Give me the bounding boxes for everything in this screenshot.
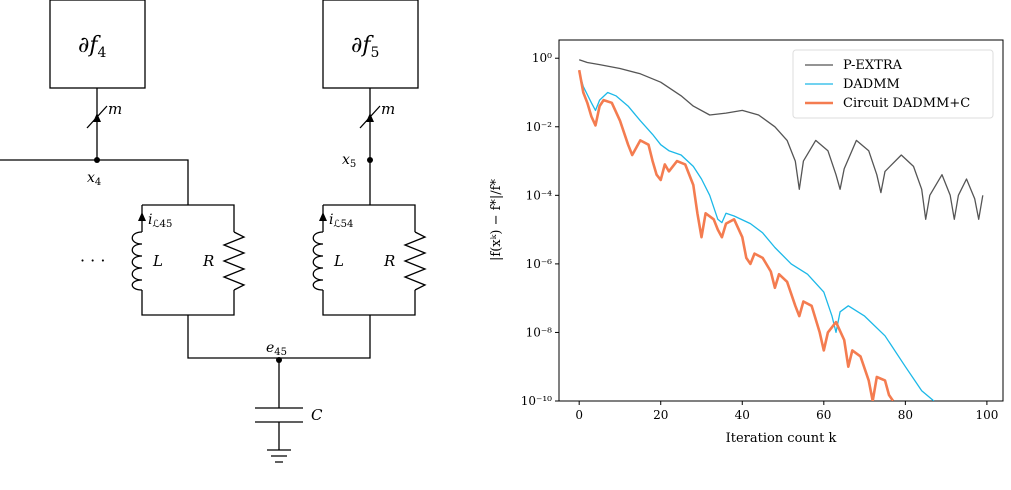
y-tick-label: 10⁰ [532, 51, 552, 65]
label: L [333, 252, 344, 270]
x-tick-label: 0 [575, 408, 583, 422]
label-sub: 5 [350, 159, 356, 170]
y-tick-label: 10⁻⁶ [526, 257, 553, 271]
label: iℒ45 [148, 212, 172, 230]
label: iℒ54 [329, 212, 353, 230]
x-tick-label: 60 [816, 408, 831, 422]
y-tick-label: 10⁻⁸ [526, 325, 553, 339]
node [94, 157, 100, 163]
series-line [578, 71, 935, 401]
label-main: i [148, 212, 152, 228]
legend-label: Circuit DADMM+C [843, 96, 970, 111]
label: e45 [266, 340, 287, 358]
x-axis-label: Iteration count k [726, 431, 837, 446]
inductor [131, 231, 324, 291]
label: C [311, 406, 323, 424]
ground [267, 449, 291, 463]
series-line [578, 59, 984, 220]
label-main: e [266, 340, 274, 356]
resistor [222, 231, 427, 291]
legend-frame [792, 49, 994, 119]
y-axis-label: |f(xᵏ) − f*|/f* [489, 179, 504, 261]
plot-area [577, 59, 984, 401]
label-main: ∂f [78, 33, 101, 58]
y-tick-label: 10⁻² [526, 120, 553, 134]
label: L [152, 252, 163, 270]
label: m [381, 100, 395, 118]
label: R [202, 252, 214, 270]
label: m [108, 100, 122, 118]
label-sub: 5 [371, 45, 380, 61]
label: ∂f5 [351, 33, 379, 61]
label-sub: ℒ45 [152, 219, 172, 230]
x-tick-label: 80 [898, 408, 913, 422]
legend-label: DADMM [843, 77, 900, 92]
label: x5 [342, 152, 356, 170]
label-main: x [87, 170, 95, 186]
y-tick-label: 10⁻¹⁰ [521, 394, 552, 408]
label-sub: 4 [98, 45, 107, 61]
label-sub: ℒ54 [333, 219, 353, 230]
switch-slash [86, 105, 381, 129]
chart: Iteration count k |f(xᵏ) − f*|/f* 0 20 40 6… [489, 39, 1004, 446]
x-tick-label: 100 [975, 408, 998, 422]
x-tick-label: 40 [735, 408, 750, 422]
x-tick-label: 20 [653, 408, 668, 422]
legend-label: P-EXTRA [843, 58, 903, 73]
series-line [577, 69, 895, 401]
capacitor [255, 407, 303, 423]
label-sub: 4 [95, 177, 101, 188]
label: · · · [80, 251, 105, 270]
label-main: x [342, 152, 350, 168]
node [367, 157, 373, 163]
node [276, 357, 282, 363]
label: R [383, 252, 395, 270]
label-sub: 45 [274, 347, 287, 358]
label-main: ∂f [351, 33, 374, 58]
label: ∂f4 [78, 33, 107, 61]
y-tick-label: 10⁻⁴ [526, 188, 553, 202]
circuit: ∂f4 ∂f5 m m x4 x5 iℒ45 iℒ54 L R L R · · … [0, 0, 427, 463]
label-main: i [329, 212, 333, 228]
label: x4 [87, 170, 101, 188]
plot-frame [558, 39, 1004, 402]
